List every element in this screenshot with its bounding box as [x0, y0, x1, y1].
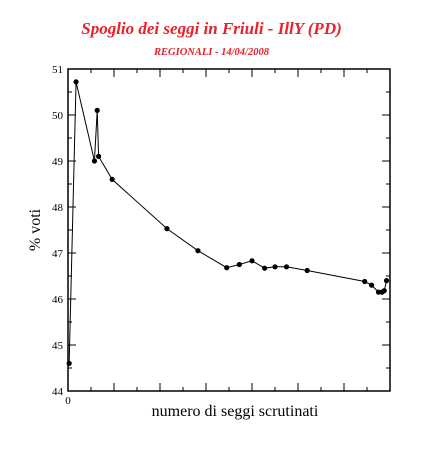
series-group	[66, 79, 390, 366]
data-point	[369, 282, 375, 288]
y-tick-label: 48	[52, 202, 64, 214]
data-point	[73, 79, 79, 85]
data-point	[91, 158, 98, 164]
data-point	[383, 278, 390, 284]
plot-frame	[67, 68, 391, 392]
y-tick-label: 46	[52, 294, 64, 306]
x-axis-label: numero di seggi scrutinati	[152, 403, 319, 420]
data-point	[95, 153, 102, 159]
data-point	[236, 261, 242, 268]
y-axis-ticks: 44 45 46 47 48 49 50 51	[52, 64, 390, 398]
data-point	[262, 265, 268, 271]
data-point	[283, 264, 290, 270]
data-point	[249, 258, 255, 264]
y-tick-label: 45	[52, 340, 64, 352]
chart-subtitle: REGIONALI - 14/04/2008	[154, 47, 269, 58]
data-point	[195, 248, 201, 254]
data-point	[304, 267, 310, 274]
x-tick-label: 0	[65, 395, 71, 407]
data-point	[164, 226, 170, 232]
data-point	[362, 278, 368, 285]
data-point	[224, 265, 230, 271]
y-axis-label: % voti	[27, 208, 44, 251]
y-tick-label: 44	[52, 386, 64, 398]
y-tick-label: 47	[52, 248, 64, 260]
data-point	[94, 107, 100, 113]
y-tick-label: 49	[52, 156, 64, 168]
x-axis-ticks: 0	[65, 69, 368, 407]
data-point	[381, 288, 387, 294]
y-tick-label: 51	[52, 64, 63, 76]
data-point	[109, 176, 115, 182]
data-point	[66, 360, 72, 366]
series-line	[68, 81, 388, 364]
data-point	[272, 264, 278, 270]
chart-title: Spoglio dei seggi in Friuli - IllY (PD)	[81, 19, 342, 38]
y-tick-label: 50	[52, 110, 64, 122]
